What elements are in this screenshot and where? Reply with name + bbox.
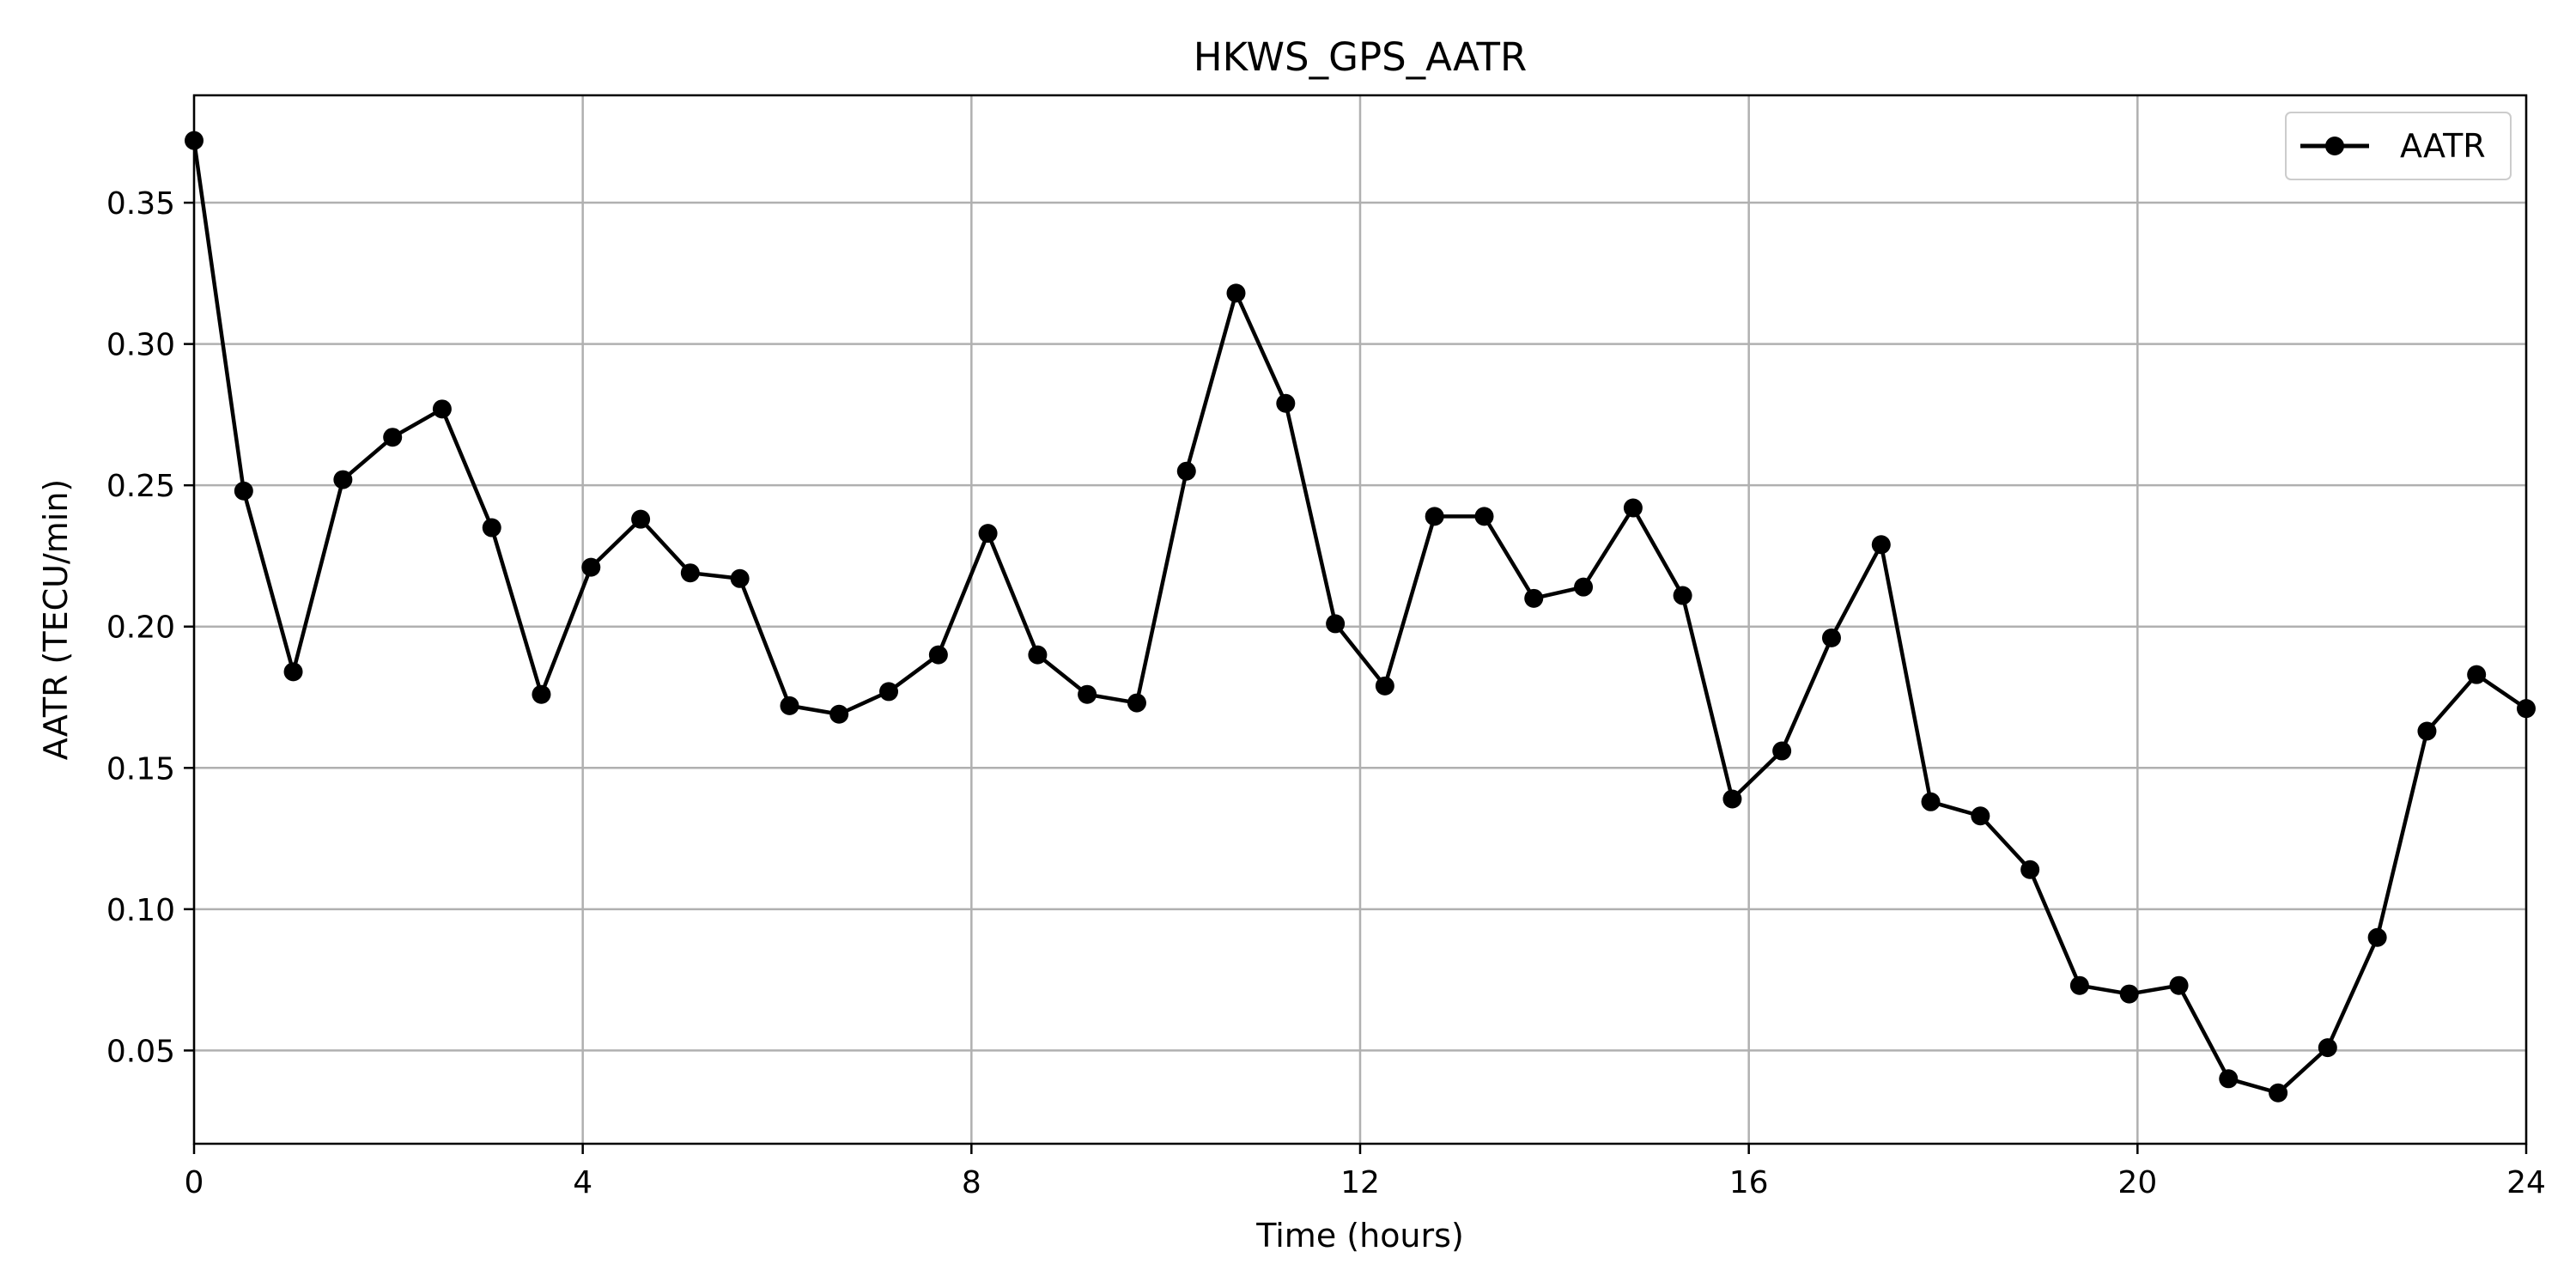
data-point [780, 696, 799, 715]
data-point [1425, 507, 1444, 526]
data-point [283, 662, 303, 682]
data-point [1028, 645, 1048, 665]
data-point [1326, 614, 1346, 634]
y-tick-label: 0.35 [106, 186, 175, 222]
data-point [1127, 693, 1146, 713]
data-point [432, 399, 452, 419]
data-point [532, 684, 551, 704]
y-tick-label: 0.20 [106, 611, 175, 646]
legend-marker-swatch [2325, 137, 2344, 155]
data-point [1524, 588, 1544, 608]
data-point [1722, 789, 1742, 809]
data-point [383, 428, 403, 447]
data-point [1276, 393, 1296, 413]
data-point [2119, 984, 2139, 1004]
data-point [1176, 461, 1196, 481]
legend-label: AATR [2400, 127, 2486, 165]
data-point [829, 704, 849, 724]
legend: AATR [2285, 112, 2512, 180]
data-point [2219, 1069, 2239, 1089]
data-point [1921, 792, 1941, 811]
data-point [730, 568, 750, 588]
x-tick-label: 16 [1729, 1165, 1769, 1200]
data-point [631, 509, 651, 529]
data-point [1971, 806, 1990, 826]
data-point [2367, 927, 2387, 947]
data-point [2020, 860, 2040, 879]
data-point [1673, 586, 1692, 605]
data-point [1474, 507, 1494, 526]
data-point [1574, 577, 1594, 597]
data-point [2069, 975, 2089, 995]
data-point [1772, 741, 1792, 761]
x-tick-label: 0 [185, 1165, 204, 1200]
data-point [1821, 628, 1841, 647]
x-tick-label: 20 [2117, 1165, 2157, 1200]
data-point [1226, 283, 1246, 303]
y-axis-label: AATR (TECU/min) [37, 479, 75, 760]
data-point [978, 524, 998, 544]
data-point [928, 645, 948, 665]
x-tick-label: 12 [1340, 1165, 1380, 1200]
data-point [482, 518, 501, 538]
y-tick-label: 0.25 [106, 469, 175, 504]
data-point [2467, 665, 2487, 684]
chart-title: HKWS_GPS_AATR [1194, 34, 1527, 80]
axis-ticks: 0 4 8 12 16 20 24 0.05 0.10 0.15 0.20 0.25 0.30 0.35 [106, 186, 2546, 1200]
y-tick-label: 0.30 [106, 328, 175, 363]
y-tick-label: 0.05 [106, 1034, 175, 1069]
grid-lines [192, 95, 2528, 1144]
data-point [1871, 535, 1891, 555]
x-tick-label: 8 [962, 1165, 981, 1200]
data-point [2417, 721, 2437, 741]
x-tick-label: 4 [573, 1165, 592, 1200]
x-axis-label: Time (hours) [1255, 1217, 1464, 1255]
data-point [1375, 676, 1394, 696]
legend-box [2285, 112, 2512, 180]
series-layer [185, 131, 2536, 1103]
y-tick-label: 0.15 [106, 751, 175, 787]
data-point [2269, 1083, 2288, 1103]
data-point [2318, 1038, 2337, 1058]
data-point [333, 470, 353, 489]
data-point [2169, 975, 2189, 995]
y-tick-label: 0.10 [106, 893, 175, 928]
data-point [234, 481, 253, 501]
data-point [680, 563, 700, 583]
data-point [581, 557, 601, 577]
x-tick-label: 24 [2506, 1165, 2546, 1200]
data-point [1623, 498, 1643, 518]
series-markers [185, 131, 2536, 1103]
data-point [879, 682, 899, 702]
data-point [1078, 684, 1097, 704]
